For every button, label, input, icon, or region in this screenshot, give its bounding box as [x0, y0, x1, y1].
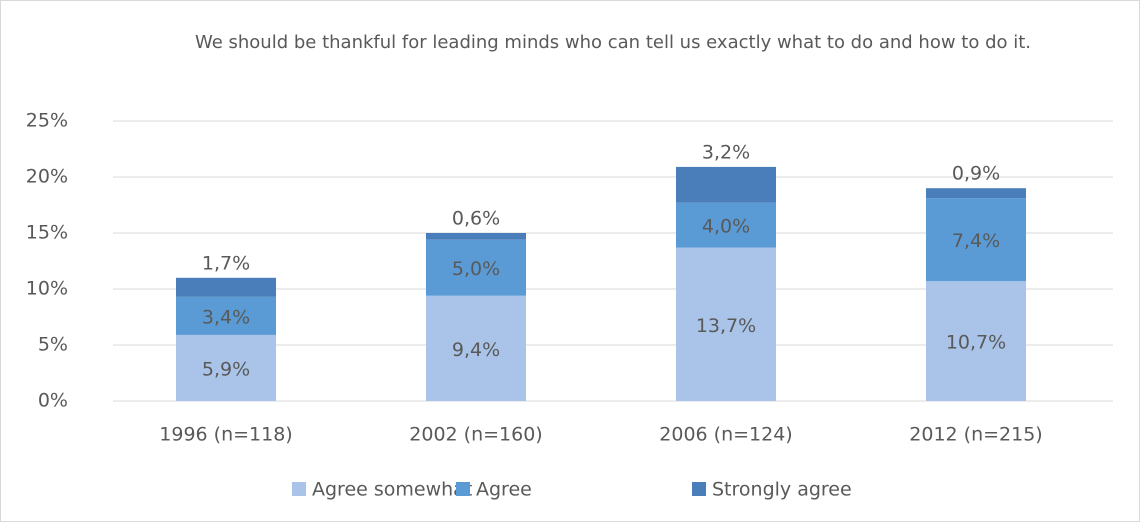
y-tick-label: 5%: [38, 334, 68, 356]
bar-segment: [426, 239, 526, 296]
legend-label: Agree somewhat: [312, 479, 472, 501]
data-label: 3,2%: [702, 141, 750, 163]
data-label: 10,7%: [946, 332, 1006, 354]
x-tick-label: 2002 (n=160): [409, 424, 542, 446]
bar-segment: [926, 188, 1026, 199]
y-tick-label: 0%: [38, 390, 68, 412]
data-label: 3,4%: [202, 306, 250, 328]
bar-segment: [176, 334, 276, 401]
legend-swatch: [692, 482, 706, 496]
y-tick-label: 10%: [26, 278, 68, 300]
x-tick-label: 1996 (n=118): [159, 424, 292, 446]
y-tick-label: 15%: [26, 222, 68, 244]
bar-segment: [426, 233, 526, 240]
legend-label: Agree: [476, 479, 532, 501]
y-tick-label: 25%: [26, 110, 68, 132]
bar-segment: [676, 202, 776, 248]
legend-swatch: [292, 482, 306, 496]
x-tick-label: 2012 (n=215): [909, 424, 1042, 446]
bar-segment: [676, 166, 776, 203]
data-label: 13,7%: [696, 315, 756, 337]
legend-label: Strongly agree: [712, 479, 852, 501]
bar-segment: [926, 281, 1026, 401]
data-label: 0,6%: [452, 208, 500, 230]
bar-segment: [426, 295, 526, 401]
bar-segment: [926, 198, 1026, 282]
data-label: 1,7%: [202, 252, 250, 274]
data-label: 9,4%: [452, 339, 500, 361]
bar-segment: [176, 296, 276, 335]
data-label: 5,9%: [202, 358, 250, 380]
data-label: 5,0%: [452, 258, 500, 280]
data-label: 0,9%: [952, 163, 1000, 185]
data-label: 4,0%: [702, 216, 750, 238]
bar-segment: [176, 277, 276, 297]
y-tick-label: 20%: [26, 166, 68, 188]
legend-swatch: [456, 482, 470, 496]
bar-segment: [676, 247, 776, 401]
data-label: 7,4%: [952, 230, 1000, 252]
x-tick-label: 2006 (n=124): [659, 424, 792, 446]
chart-title: We should be thankful for leading minds …: [195, 32, 1031, 53]
